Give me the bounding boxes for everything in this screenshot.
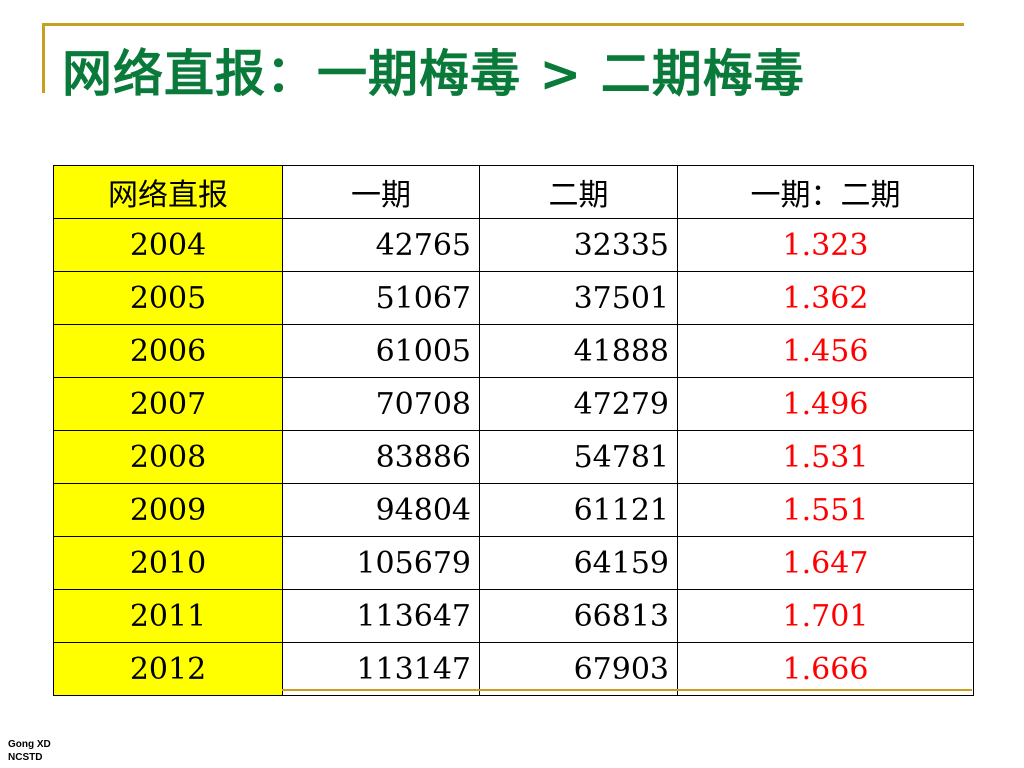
table-row: 2006 61005 41888 1.456	[53, 324, 974, 378]
ratio-cell: 1.362	[677, 271, 974, 325]
primary-count-cell: 113147	[282, 642, 480, 696]
year-cell: 2009	[53, 483, 283, 537]
secondary-count-cell: 61121	[479, 483, 678, 537]
year-cell: 2010	[53, 536, 283, 590]
ratio-cell: 1.531	[677, 430, 974, 484]
table-row: 2010 105679 64159 1.647	[53, 536, 974, 590]
table-row: 2011 113647 66813 1.701	[53, 589, 974, 643]
primary-count-cell: 83886	[282, 430, 480, 484]
primary-count-cell: 113647	[282, 589, 480, 643]
decorative-left-line	[42, 23, 45, 93]
secondary-count-cell: 47279	[479, 377, 678, 431]
secondary-count-cell: 37501	[479, 271, 678, 325]
primary-count-cell: 42765	[282, 218, 480, 272]
year-cell: 2006	[53, 324, 283, 378]
table-row: 2007 70708 47279 1.496	[53, 377, 974, 431]
year-cell: 2011	[53, 589, 283, 643]
year-cell: 2012	[53, 642, 283, 696]
header-ratio: 一期：二期	[677, 165, 974, 219]
secondary-count-cell: 66813	[479, 589, 678, 643]
decorative-bottom-line	[282, 689, 972, 691]
table-row: 2004 42765 32335 1.323	[53, 218, 974, 272]
slide-title: 网络直报：一期梅毒 > 二期梅毒	[62, 45, 805, 103]
footer-org: NCSTD	[8, 752, 43, 763]
primary-count-cell: 51067	[282, 271, 480, 325]
table-row: 2012 113147 67903 1.666	[53, 642, 974, 696]
primary-count-cell: 70708	[282, 377, 480, 431]
footer-author: Gong XD	[8, 739, 51, 750]
header-primary: 一期	[282, 165, 480, 219]
secondary-count-cell: 64159	[479, 536, 678, 590]
year-cell: 2005	[53, 271, 283, 325]
ratio-cell: 1.551	[677, 483, 974, 537]
table-header-row: 网络直报 一期 二期 一期：二期	[53, 165, 974, 219]
ratio-cell: 1.496	[677, 377, 974, 431]
table-row: 2009 94804 61121 1.551	[53, 483, 974, 537]
syphilis-report-table: 网络直报 一期 二期 一期：二期 2004 42765 32335 1.323 …	[53, 165, 974, 696]
ratio-cell: 1.456	[677, 324, 974, 378]
primary-count-cell: 105679	[282, 536, 480, 590]
header-report-year: 网络直报	[53, 165, 283, 219]
table-row: 2008 83886 54781 1.531	[53, 430, 974, 484]
ratio-cell: 1.701	[677, 589, 974, 643]
primary-count-cell: 61005	[282, 324, 480, 378]
ratio-cell: 1.647	[677, 536, 974, 590]
year-cell: 2008	[53, 430, 283, 484]
primary-count-cell: 94804	[282, 483, 480, 537]
secondary-count-cell: 32335	[479, 218, 678, 272]
year-cell: 2004	[53, 218, 283, 272]
decorative-top-line	[42, 23, 964, 26]
table-row: 2005 51067 37501 1.362	[53, 271, 974, 325]
secondary-count-cell: 54781	[479, 430, 678, 484]
ratio-cell: 1.666	[677, 642, 974, 696]
header-secondary: 二期	[479, 165, 678, 219]
secondary-count-cell: 67903	[479, 642, 678, 696]
secondary-count-cell: 41888	[479, 324, 678, 378]
year-cell: 2007	[53, 377, 283, 431]
footer-credit: Gong XD NCSTD	[8, 738, 51, 764]
ratio-cell: 1.323	[677, 218, 974, 272]
